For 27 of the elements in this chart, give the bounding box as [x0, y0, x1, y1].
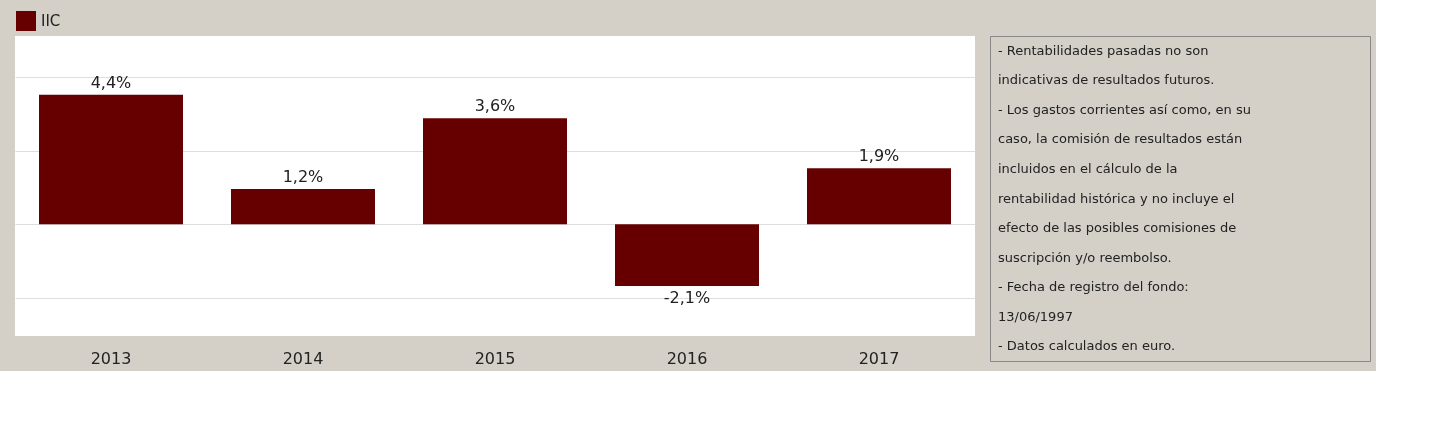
- legend-label: IIC: [41, 12, 61, 30]
- text: incluidos en el cálculo de la: [998, 160, 1178, 176]
- text: indicativas de resultados futuros.: [998, 72, 1215, 88]
- bar: [615, 224, 759, 286]
- text: efecto de las posibles comisiones de: [998, 220, 1237, 236]
- text: caso, la comisión de resultados están: [998, 131, 1243, 147]
- x-tick-label: 2014: [282, 348, 324, 368]
- data-label: -2,1%: [663, 288, 711, 307]
- data-label: 4,4%: [90, 72, 132, 92]
- bar: [807, 168, 951, 225]
- bar: [423, 118, 567, 225]
- data-label: 1,9%: [858, 146, 900, 166]
- bar: [231, 188, 375, 225]
- text: - Fecha de registro del fondo:: [998, 279, 1189, 295]
- data-label: 3,6%: [474, 96, 516, 116]
- x-tick-label: 2016: [666, 348, 708, 368]
- x-tick-label: 2015: [474, 348, 516, 368]
- data-label: 1,2%: [282, 166, 324, 186]
- text: - Rentabilidades pasadas no son: [998, 42, 1209, 58]
- bar: [39, 94, 183, 225]
- text: - Datos calculados en euro.: [998, 338, 1176, 354]
- x-tick-label: 2017: [858, 348, 900, 368]
- text: 13/06/1997: [998, 308, 1073, 324]
- text: - Los gastos corrientes así como, en su: [998, 101, 1251, 117]
- x-tick-label: 2013: [90, 348, 132, 368]
- text: rentabilidad histórica y no incluye el: [998, 190, 1235, 206]
- text: suscripción y/o reembolso.: [998, 249, 1172, 265]
